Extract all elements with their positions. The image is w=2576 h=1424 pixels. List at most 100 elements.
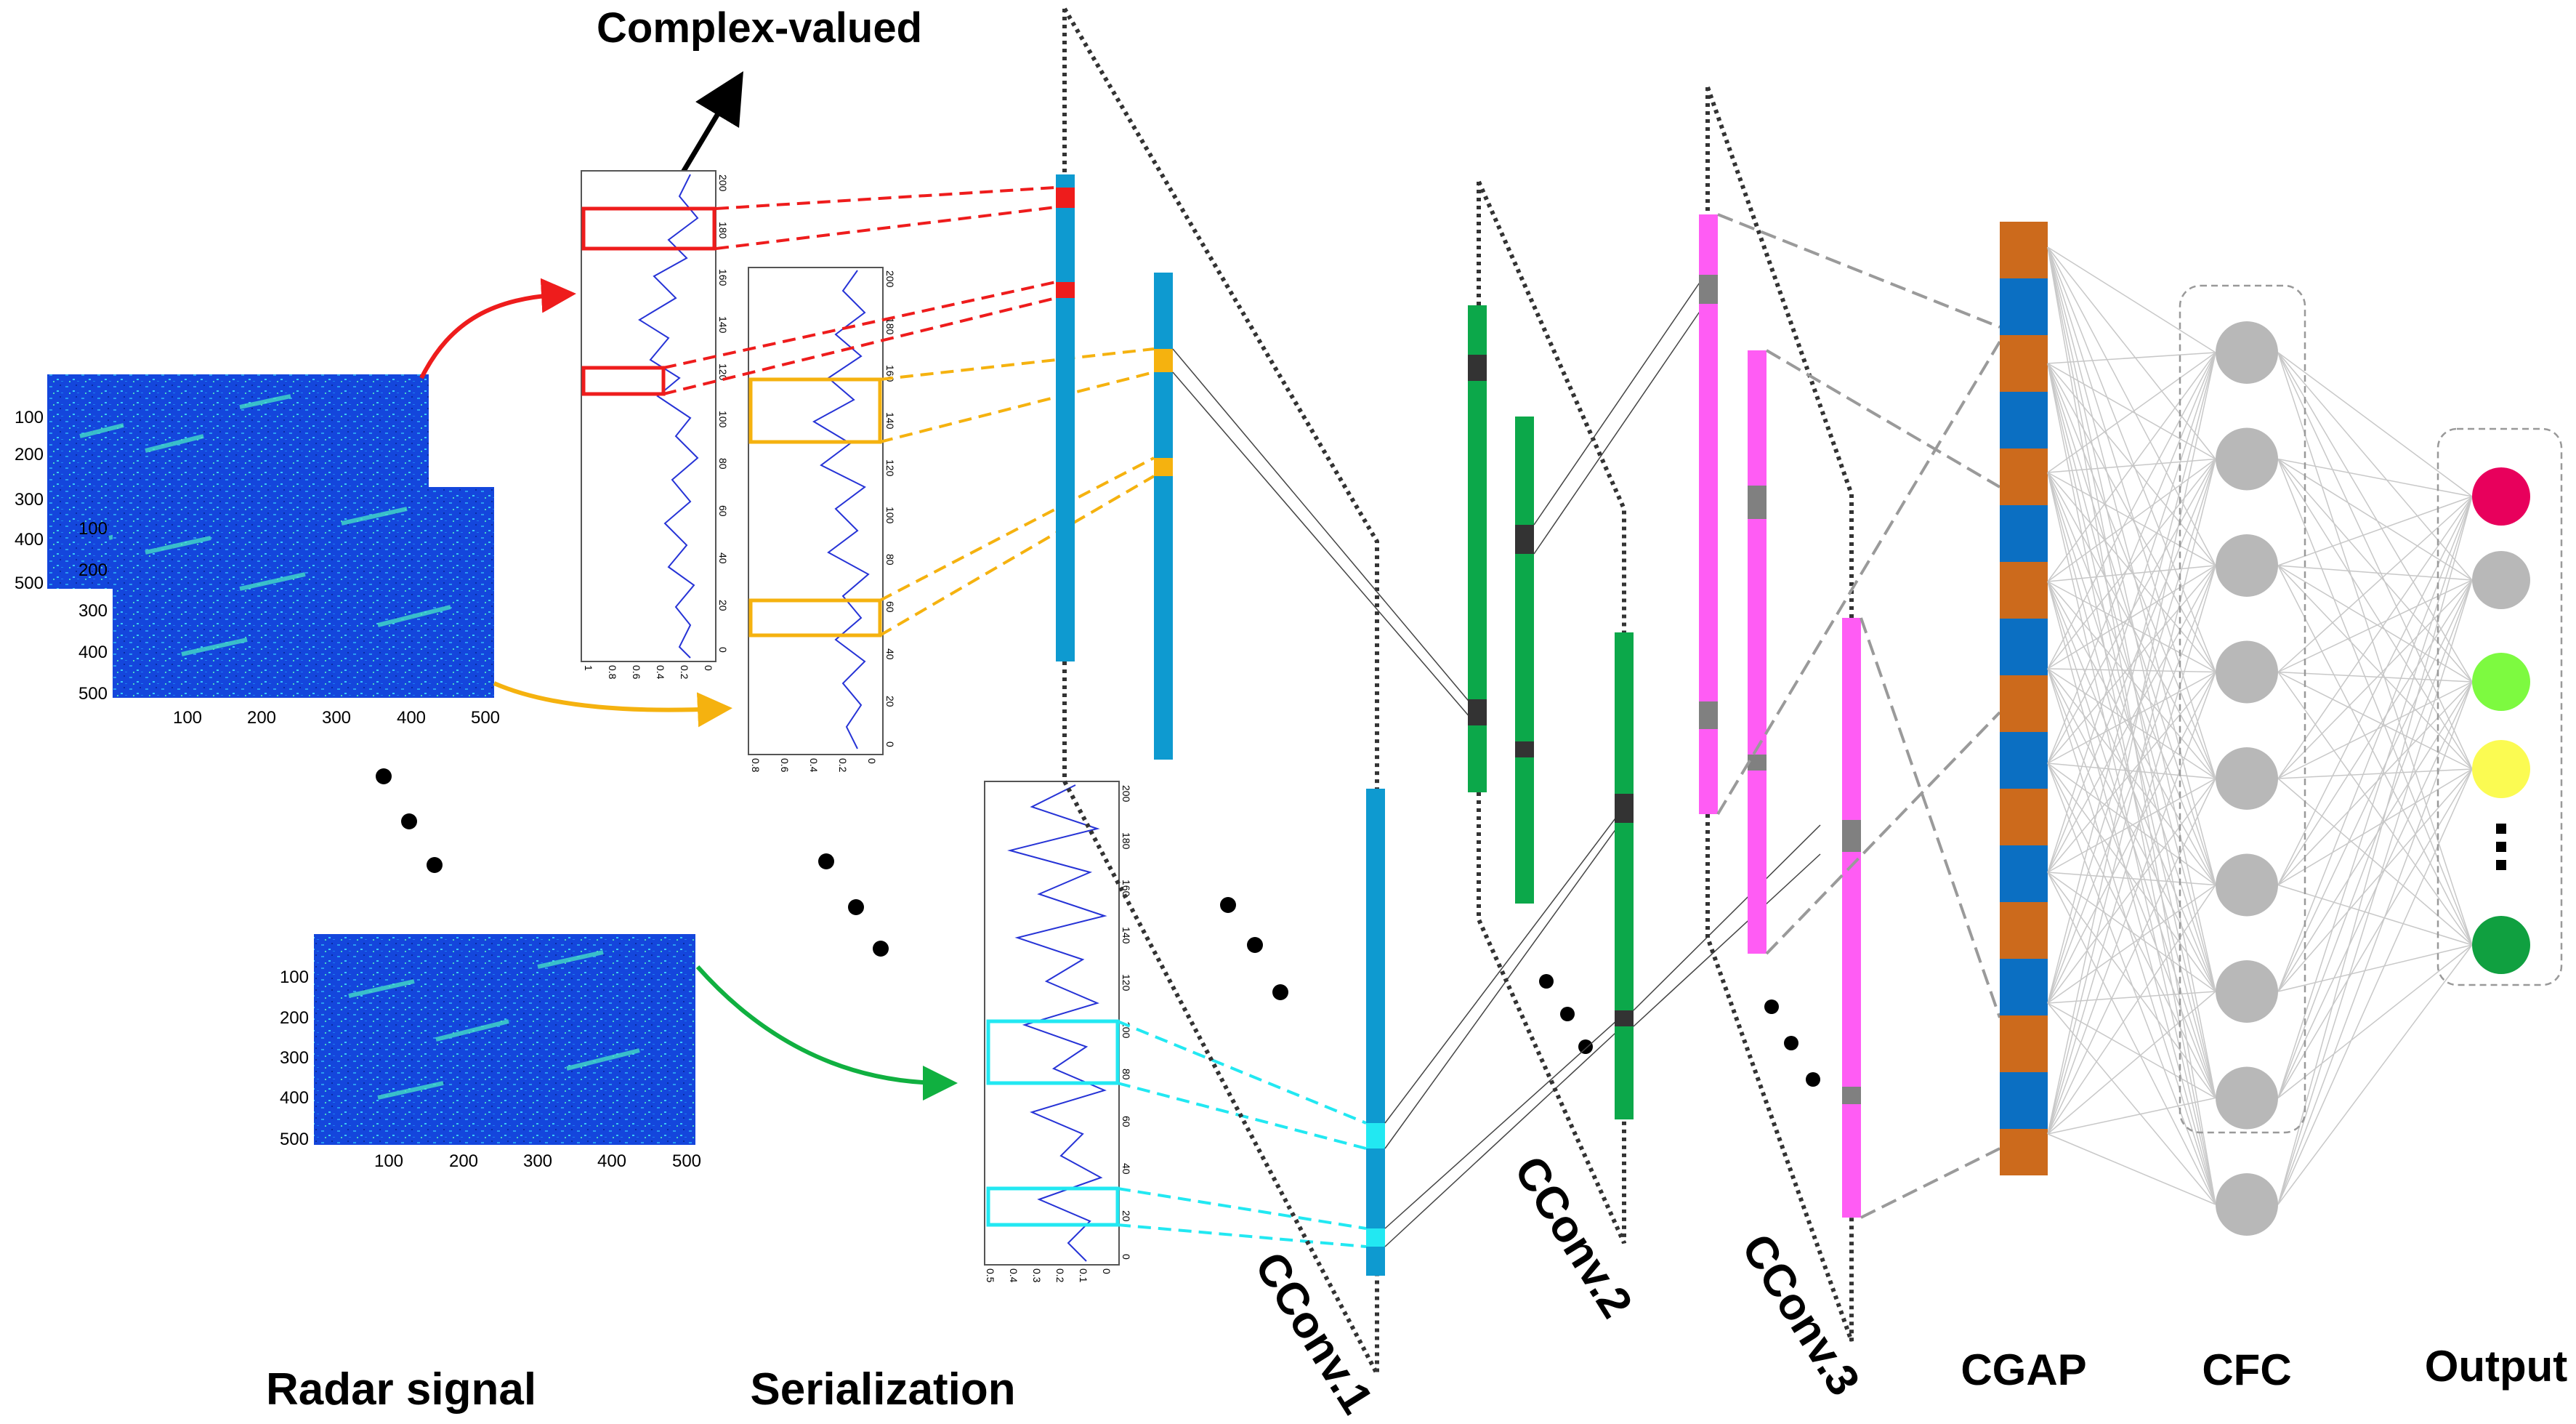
amber-curve-arrow xyxy=(493,681,732,728)
series-plot-3: 200 180 160 140 120 100 80 60 40 20 0 0.… xyxy=(984,781,1132,1283)
connection-line xyxy=(2047,565,2216,873)
connection-line xyxy=(2047,246,2216,672)
tick: 0 xyxy=(1121,1254,1132,1260)
radar-image-front xyxy=(113,487,494,698)
green-curve-arrow xyxy=(695,965,958,1101)
connection-line xyxy=(2047,565,2216,1135)
connection-line xyxy=(2047,763,2216,886)
tick: 0.8 xyxy=(750,758,762,773)
tick: 500 xyxy=(78,684,108,704)
connection-line xyxy=(2047,778,2216,1004)
series-line-1 xyxy=(638,174,699,659)
connection-line xyxy=(2047,885,2216,1135)
connection-line xyxy=(2047,991,2216,1004)
connection-line xyxy=(2047,352,2216,1135)
output-neuron xyxy=(2472,740,2530,798)
tick: 120 xyxy=(717,363,729,381)
connection-line xyxy=(2277,681,2473,1205)
tick: 0 xyxy=(1101,1268,1113,1274)
tick: 0 xyxy=(717,647,729,653)
connection-line xyxy=(2047,246,2216,1205)
tick: 180 xyxy=(884,318,896,335)
ellipsis-cconv3 xyxy=(1764,999,1820,1087)
cfc-frame xyxy=(2179,284,2306,1134)
connection-line xyxy=(2047,668,2216,779)
connection-line xyxy=(2277,579,2473,1205)
tick: 400 xyxy=(280,1088,309,1108)
cconv2-connectors xyxy=(1533,275,1821,1027)
output-neuron xyxy=(2472,467,2530,526)
connection-line xyxy=(2047,668,2216,1205)
connection-line xyxy=(2047,884,2216,1004)
cconv1-connectors xyxy=(1172,348,1625,1247)
tick: 0 xyxy=(866,758,878,764)
cfc-neuron xyxy=(2216,747,2278,810)
tick: 100 xyxy=(884,507,896,524)
connection-line xyxy=(2277,884,2473,946)
connection-line xyxy=(2277,459,2473,770)
connection-line xyxy=(2047,872,2216,886)
tick: 100 xyxy=(717,411,729,428)
connection-line xyxy=(2047,672,2216,1135)
connection-line xyxy=(2277,458,2473,581)
tick: 200 xyxy=(247,708,276,728)
tick: 200 xyxy=(884,270,896,288)
label-cconv3: CConv.3 xyxy=(1732,1226,1869,1404)
tick: 500 xyxy=(471,708,500,728)
label-cgap: CGAP xyxy=(1961,1345,2086,1394)
ellipsis-serialization xyxy=(818,853,889,957)
cgap-column xyxy=(2000,222,2048,1175)
connection-line xyxy=(2047,459,2216,1135)
connection-line xyxy=(2047,1002,2216,1205)
connection-line xyxy=(2277,496,2473,1205)
tick: 60 xyxy=(884,601,896,613)
connection-line xyxy=(2047,352,2216,1004)
connection-line xyxy=(2277,681,2473,779)
connection-line xyxy=(2277,681,2473,992)
cfc-neuron xyxy=(2216,534,2278,597)
connection-line xyxy=(2047,246,2216,992)
connection-line xyxy=(2047,246,2216,566)
tick: 1 xyxy=(583,665,594,671)
connection-line xyxy=(2277,352,2473,683)
connection-line xyxy=(2277,672,2473,946)
output-ellipsis xyxy=(2496,824,2506,870)
tick: 120 xyxy=(884,459,896,477)
connection-line xyxy=(2277,565,2473,946)
connection-line xyxy=(2047,246,2216,1098)
connection-line xyxy=(2047,246,2216,885)
connection-line xyxy=(2277,768,2473,1098)
connection-line xyxy=(2277,579,2473,992)
tick: 0.2 xyxy=(679,665,690,680)
tick: 300 xyxy=(78,601,108,621)
connection-line xyxy=(2047,872,2216,1205)
tick: 0.5 xyxy=(985,1268,996,1283)
connection-line xyxy=(2047,352,2216,873)
tick: 0.4 xyxy=(1008,1268,1020,1283)
tick: 180 xyxy=(717,222,729,239)
connection-line xyxy=(2047,671,2216,764)
cfc-neuron xyxy=(2216,1173,2278,1236)
radar-bottom-y-ticks: 100 200 300 400 500 xyxy=(280,968,309,1149)
connection-line xyxy=(2277,496,2473,779)
output-nodes xyxy=(2472,467,2530,974)
cfc-neuron xyxy=(2216,1066,2278,1130)
cconv2-bar-2 xyxy=(1748,350,1767,954)
connection-line xyxy=(2047,581,2216,673)
tick: 400 xyxy=(15,530,44,550)
connection-line xyxy=(2277,496,2473,992)
connection-line xyxy=(2047,459,2216,1004)
cgap-connectors xyxy=(1716,213,2001,1219)
tick: 120 xyxy=(1121,974,1132,991)
label-serialization: Serialization xyxy=(750,1364,1015,1415)
connection-line xyxy=(2047,991,2216,1135)
tick: 0.6 xyxy=(631,665,642,680)
radar-front-y-ticks: 100 200 300 400 500 xyxy=(78,519,108,704)
tick: 40 xyxy=(1121,1163,1132,1175)
connection-line xyxy=(2047,668,2216,992)
connection-line xyxy=(2047,246,2216,779)
input-bar-1 xyxy=(1056,174,1075,661)
connection-line xyxy=(2277,565,2473,770)
connection-line xyxy=(2047,565,2216,1004)
